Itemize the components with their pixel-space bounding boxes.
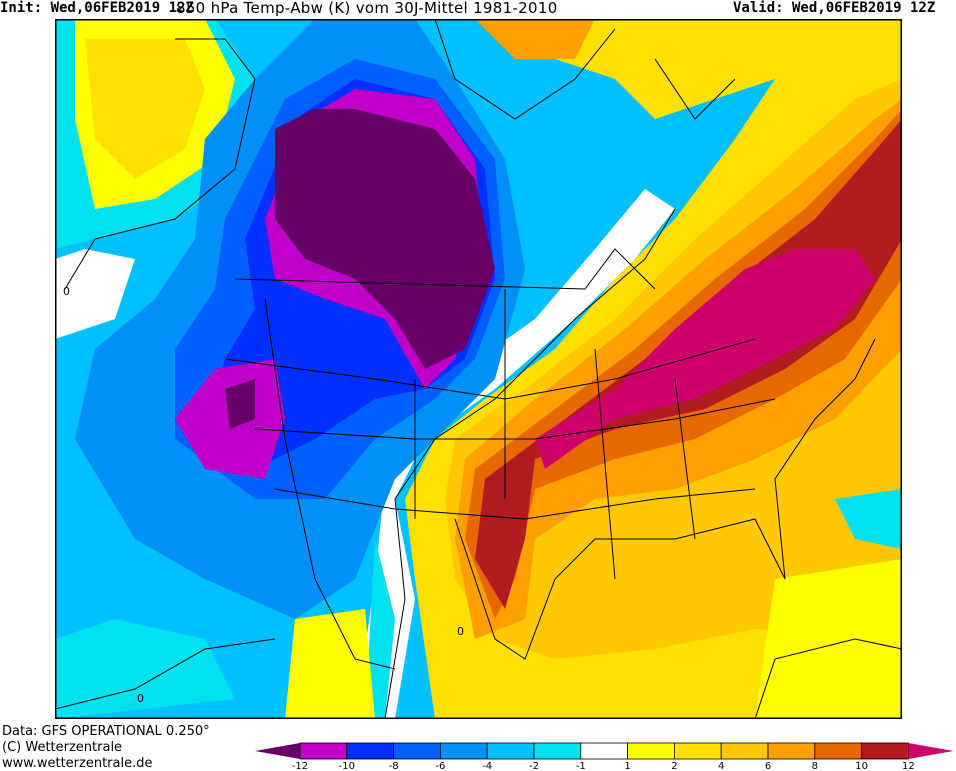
colorbar-tick-label: -12 [292,761,308,770]
valid-time: Valid: Wed,06FEB2019 12Z [733,0,936,16]
colorbar-segment [720,742,769,760]
colorbar-tick-label: 4 [718,761,724,770]
colorbar-segment [673,742,722,760]
colorbar-segment [580,742,628,760]
zero-contours [55,38,902,719]
colorbar-tick-label: -4 [482,761,492,770]
colorbar-tick-label: 1 [624,761,630,770]
colorbar-tick-label: -8 [389,761,399,770]
colorbar-segment [533,742,582,760]
boundaries [224,19,876,670]
map-title: 850 hPa Temp-Abw (K) vom 30J-Mittel 1981… [176,0,558,17]
colorbar-tick-label: 12 [902,761,915,770]
colorbar-segment [486,742,535,760]
colorbar-tick-label: -2 [529,761,539,770]
colorbar-under-triangle [255,743,300,759]
contour-label: 0 [63,285,70,298]
colorbar-tick-label: -1 [576,761,586,770]
contour-label: 0 [137,692,144,705]
colorbar-segment [814,742,862,760]
colorbar-segment [627,742,675,760]
init-time: Init: Wed,06FEB2019 12Z [0,0,194,16]
colorbar-tick-label: 2 [671,761,677,770]
data-source: Data: GFS OPERATIONAL 0.250° [2,724,210,739]
colorbar-over-triangle [908,743,954,759]
anomaly-fields [55,19,902,719]
colorbar-tick-label: -10 [339,761,355,770]
colorbar-segment [861,742,909,760]
colorbar-tick-label: 10 [855,761,868,770]
map-frame [55,19,902,719]
colorbar-tick-label: 8 [812,761,818,770]
colorbar-segment [767,742,816,760]
colorbar-tick-label: 6 [765,761,771,770]
colorbar-segment [346,742,395,760]
colorbar-tick-label: -6 [435,761,445,770]
colorbar: -12 -10 -8 -6 -4 -2 -1 1 2 4 6 8 10 12 [255,742,954,770]
temperature-anomaly-map: 0 0 0 [55,19,902,719]
copyright: (C) Wetterzentrale [2,740,123,755]
website-url: www.wetterzentrale.de [2,756,153,771]
colorbar-segment [299,742,348,760]
colorbar-segment [393,742,441,760]
contour-label: 0 [457,625,464,638]
colorbar-segment [439,742,488,760]
